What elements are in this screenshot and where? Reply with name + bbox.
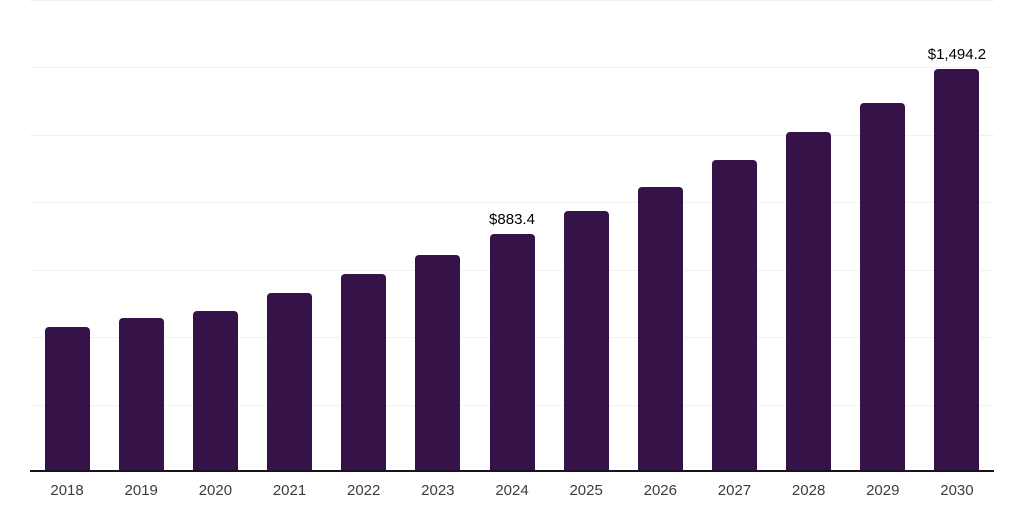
bar-2026[interactable] <box>637 186 683 472</box>
x-tick-2024: 2024 <box>495 482 529 499</box>
x-tick-2026: 2026 <box>643 482 677 499</box>
gridline-1500 <box>30 67 994 69</box>
gridline-1250 <box>30 134 994 136</box>
bar-2022[interactable] <box>341 274 387 472</box>
plot-area: $883.4 $1,494.2 <box>30 0 994 472</box>
gridline-1750 <box>30 0 994 1</box>
x-tick-2018: 2018 <box>50 482 84 499</box>
bar-2023[interactable] <box>415 255 461 472</box>
data-label-2024: $883.4 <box>489 210 535 228</box>
x-tick-2020: 2020 <box>198 482 233 499</box>
x-tick-2019: 2019 <box>124 482 158 499</box>
x-tick-2029: 2029 <box>866 482 900 499</box>
bar-2024[interactable] <box>489 233 535 472</box>
x-tick-2022: 2022 <box>347 482 381 499</box>
x-axis-labels: 2018 2019 2020 2021 2022 2023 2024 2025 2026 2027… <box>0 481 1024 505</box>
bar-2018[interactable] <box>44 327 90 472</box>
bar-2030[interactable] <box>934 69 980 472</box>
gridline-1000 <box>30 202 994 204</box>
data-label-2030: $1,494.2 <box>927 46 987 63</box>
x-tick-2030: 2030 <box>940 482 974 499</box>
x-tick-2025: 2025 <box>569 482 603 499</box>
x-tick-2027: 2027 <box>717 482 752 499</box>
x-axis-line <box>30 470 994 472</box>
x-tick-2028: 2028 <box>791 482 826 499</box>
bar-2021[interactable] <box>267 293 313 472</box>
bar-2025[interactable] <box>563 211 609 472</box>
bar-2028[interactable] <box>786 131 832 472</box>
x-tick-2023: 2023 <box>421 482 455 499</box>
bar-2020[interactable] <box>192 310 238 472</box>
x-tick-2021: 2021 <box>272 482 307 499</box>
bar-2029[interactable] <box>860 102 906 472</box>
bar-2027[interactable] <box>711 160 757 472</box>
bar-2019[interactable] <box>118 318 164 472</box>
